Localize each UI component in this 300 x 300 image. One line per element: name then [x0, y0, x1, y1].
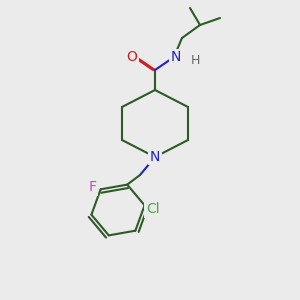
Text: F: F: [88, 180, 97, 194]
Text: N: N: [171, 50, 181, 64]
Text: H: H: [190, 53, 200, 67]
Text: N: N: [150, 150, 160, 164]
Text: O: O: [127, 50, 137, 64]
Text: Cl: Cl: [146, 202, 159, 216]
